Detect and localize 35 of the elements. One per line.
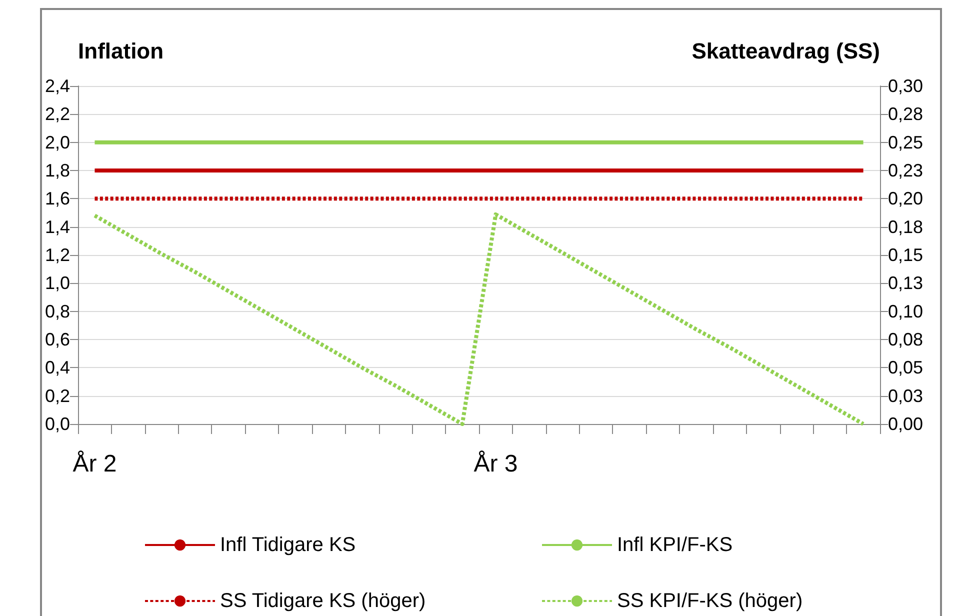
- y2-tick-label: 0,10: [888, 301, 924, 322]
- y2-tick-label: 0,20: [888, 188, 924, 209]
- y-tick-label: 0,2: [44, 386, 70, 406]
- y-tick-label: 1,4: [44, 216, 70, 237]
- y2-tick-label: 0,18: [888, 216, 924, 237]
- y2-tick-label: 0,15: [888, 245, 924, 265]
- y2-axis-title: Skatteavdrag (SS): [692, 38, 880, 64]
- y2-tick-label: 0,23: [888, 160, 924, 180]
- y-tick-label: 2,2: [44, 104, 70, 124]
- y2-tick-label: 0,30: [888, 76, 924, 96]
- y2-tick-label: 0,25: [888, 132, 924, 152]
- line-series: [92, 212, 866, 426]
- y-tick-label: 1,6: [44, 188, 70, 209]
- y2-tick-label: 0,00: [888, 414, 924, 434]
- y-axis-title: Inflation: [78, 38, 164, 64]
- y2-tick-label: 0,13: [888, 273, 924, 294]
- y-tick-label: 2,4: [44, 76, 70, 96]
- legend-label: SS Tidigare KS (höger): [220, 590, 426, 612]
- y2-tick-label: 0,03: [888, 386, 924, 406]
- y-tick-label: 0,6: [44, 330, 70, 350]
- legend-label: SS KPI/F-KS (höger): [617, 590, 803, 612]
- y-tick-label: 0,0: [44, 414, 70, 434]
- y2-tick-label: 0,28: [888, 104, 924, 124]
- y2-tick-label: 0,08: [888, 330, 924, 350]
- y-tick-label: 2,0: [44, 132, 70, 152]
- legend-label: Infl Tidigare KS: [220, 534, 356, 556]
- y2-tick-label: 0,05: [888, 358, 924, 378]
- x-tick-label: År 3: [474, 450, 518, 478]
- legend-label: Infl KPI/F-KS: [617, 534, 733, 556]
- y-tick-label: 0,8: [44, 301, 70, 322]
- y-tick-label: 1,8: [44, 160, 70, 180]
- y-tick-label: 0,4: [44, 358, 70, 378]
- y-tick-label: 1,0: [44, 273, 70, 294]
- x-tick-label: År 2: [72, 450, 117, 478]
- y-tick-label: 1,2: [44, 245, 70, 265]
